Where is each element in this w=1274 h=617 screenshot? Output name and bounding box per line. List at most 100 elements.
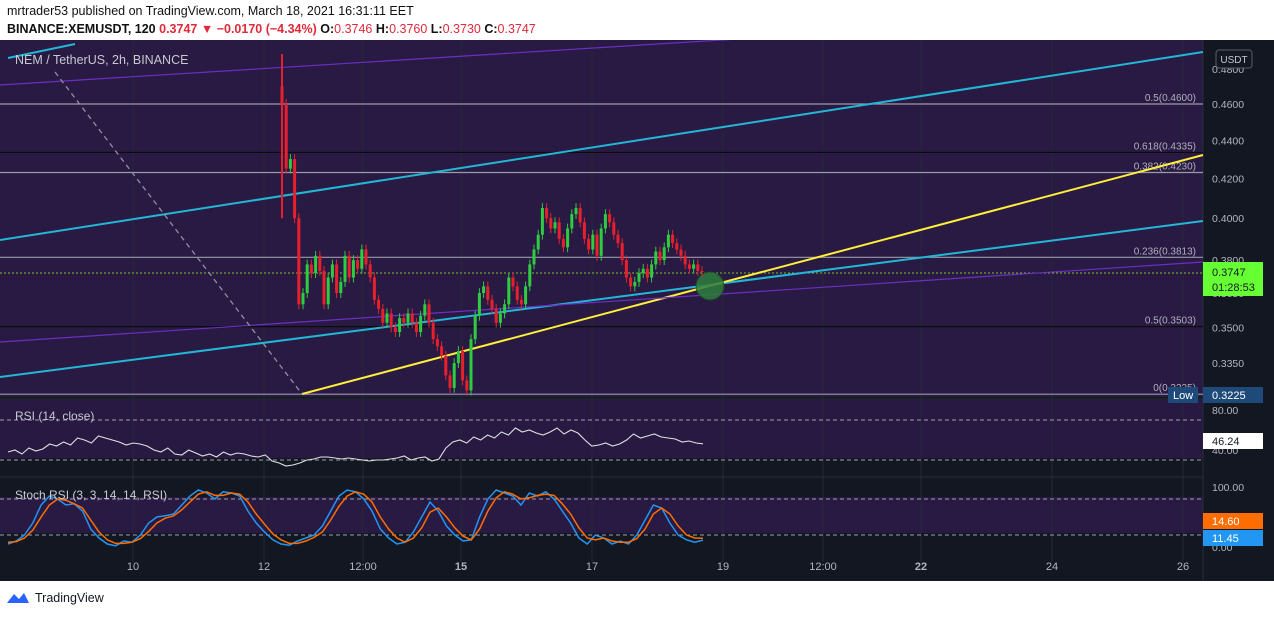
candle-body-50: [490, 299, 494, 309]
candle-body-29: [402, 318, 406, 323]
candle-body-95: [679, 249, 683, 256]
time-tick-3: 15: [455, 561, 467, 573]
stoch-d-line: [7, 490, 704, 545]
tradingview-logo[interactable]: TradingView: [6, 591, 104, 605]
publish-info: mrtrader53 published on TradingView.com,…: [7, 4, 414, 18]
time-tick-9: 26: [1177, 561, 1189, 573]
price-tick-8: 0.3350: [1212, 358, 1244, 370]
candle-body-19: [360, 249, 364, 269]
candle-body-100: [700, 270, 704, 272]
candle-body-83: [629, 277, 633, 287]
candle-body-47: [477, 293, 481, 316]
candle-body-4: [297, 218, 301, 305]
candle-body-37: [435, 339, 439, 347]
candle-body-56: [515, 286, 519, 300]
candle-body-48: [482, 286, 486, 294]
candle-body-84: [633, 281, 637, 287]
price-change: −0.0170 (−4.34%): [216, 22, 317, 36]
candle-body-81: [620, 243, 624, 261]
candle-body-52: [498, 313, 502, 323]
candle-body-18: [356, 260, 360, 269]
fib-label-1: 0.618(0.4335): [1134, 141, 1196, 152]
stoch-d-last-value: 14.60: [1212, 516, 1240, 528]
candle-body-6: [305, 264, 309, 294]
candle-body-39: [444, 355, 448, 376]
candle-body-3: [293, 159, 297, 219]
candle-body-36: [431, 322, 435, 340]
candle-body-32: [414, 322, 418, 333]
candle-body-59: [528, 264, 532, 287]
candle-body-76: [599, 228, 603, 256]
candle-body-17: [351, 260, 355, 278]
candle-body-11: [326, 277, 330, 305]
candle-body-75: [595, 234, 599, 256]
low-value: 0.3730: [442, 22, 481, 36]
candle-body-93: [671, 234, 675, 244]
price-badge: [1203, 262, 1263, 296]
symbol-label: BINANCE:XEMUSDT, 120: [7, 22, 156, 36]
price-badge-countdown: 01:28:53: [1212, 282, 1255, 294]
candle-body-2: [288, 159, 292, 169]
chart-area[interactable]: 0.5(0.4600) 0.618(0.4335) 0.382(0.4230) 0.2…: [0, 40, 1274, 581]
candle-body-85: [637, 273, 641, 282]
candle-body-67: [561, 238, 565, 248]
chart-title: NEM / TetherUS, 2h, BINANCE: [15, 53, 188, 67]
candle-body-60: [532, 249, 536, 265]
candle-body-33: [419, 315, 423, 333]
candle-body-88: [650, 264, 654, 278]
candle-body-34: [423, 304, 427, 316]
open-label: O:: [320, 22, 335, 36]
time-tick-7: 22: [915, 561, 927, 573]
fib-label-0: 0.5(0.4600): [1145, 93, 1196, 104]
candle-body-86: [641, 268, 645, 274]
currency-badge-box[interactable]: [1215, 49, 1253, 69]
time-tick-0: 10: [127, 561, 139, 573]
currency-badge: USDT: [1220, 55, 1247, 66]
chart-svg[interactable]: 0.5(0.4600) 0.618(0.4335) 0.382(0.4230) 0.2…: [0, 40, 1274, 581]
candle-body-82: [624, 260, 628, 278]
dashed-swing-line: [54, 71, 303, 395]
candle-body-79: [612, 222, 616, 235]
trendline-cyan-top: [7, 43, 76, 59]
candle-body-23: [377, 299, 381, 309]
channel-fill: [0, 40, 1203, 397]
high-value: 0.3760: [389, 22, 428, 36]
candle-body-28: [398, 318, 402, 333]
low-badge: [1203, 387, 1263, 403]
candle-body-35: [427, 304, 431, 323]
candle-body-66: [557, 222, 561, 239]
rsi-title: RSI (14, close): [15, 409, 94, 423]
last-price: 0.3747: [159, 22, 198, 36]
candle-body-10: [322, 270, 326, 305]
candle-body-61: [536, 234, 540, 250]
stoch-title: Stoch RSI (3, 3, 14, 14, RSI): [15, 488, 167, 502]
candle-body-14: [339, 281, 343, 294]
candle-body-41: [452, 363, 456, 388]
low-badge-label-box: [1168, 387, 1198, 403]
candle-body-57: [519, 299, 523, 305]
price-tick-2: 0.4400: [1212, 135, 1244, 147]
candle-body-74: [591, 234, 595, 250]
rsi-fill: [0, 400, 1203, 458]
trendline-cyan-upper: [0, 51, 1204, 241]
candle-body-98: [692, 264, 696, 269]
candle-body-73: [587, 238, 591, 250]
candle-body-20: [364, 249, 368, 265]
symbol-ohlc-line: BINANCE:XEMUSDT, 120 0.3747 ▼ −0.0170 (−…: [7, 22, 536, 36]
candle-body-44: [465, 380, 469, 391]
candle-body-12: [330, 264, 334, 278]
candle-body-8: [314, 255, 318, 274]
open-value: 0.3746: [334, 22, 373, 36]
price-tick-1: 0.4600: [1212, 99, 1244, 111]
candle-body-7: [309, 264, 313, 274]
down-arrow-icon: ▼: [200, 22, 214, 36]
price-tick-4: 0.4000: [1212, 213, 1244, 225]
low-badge-value: 0.3225: [1212, 390, 1246, 402]
close-label: C:: [484, 22, 498, 36]
candle-body-69: [570, 214, 574, 229]
candle-body-15: [343, 255, 347, 282]
time-tick-5: 19: [717, 561, 729, 573]
trendline-purple-upper: [0, 40, 732, 86]
fib-label-4: 0.5(0.3503): [1145, 316, 1196, 327]
stoch-k-last-value: 11.45: [1212, 533, 1239, 545]
